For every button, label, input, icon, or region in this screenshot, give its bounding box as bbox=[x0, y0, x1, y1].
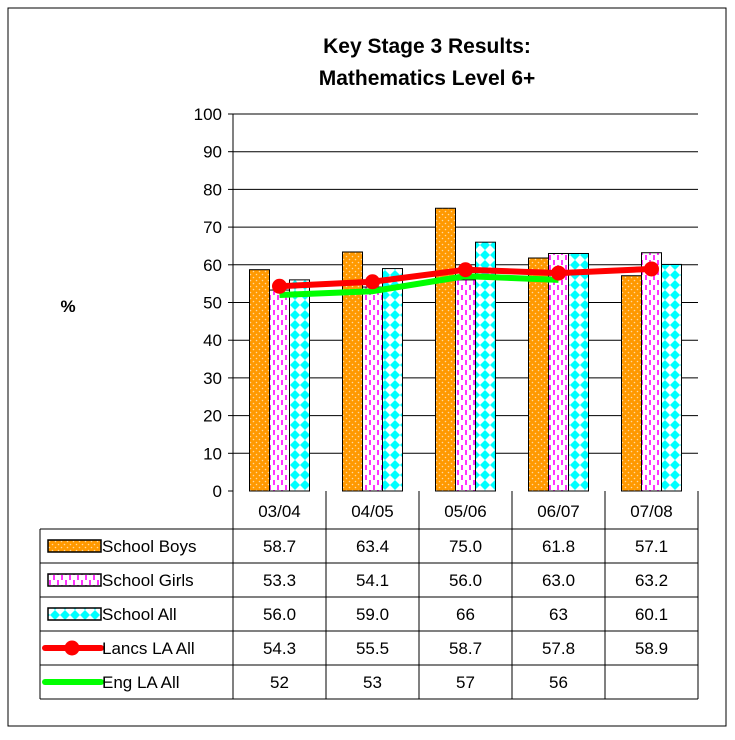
bar-school-boys bbox=[435, 207, 456, 492]
legend-label-school-boys: School Boys bbox=[102, 537, 197, 556]
y-tick-label: 20 bbox=[203, 407, 222, 426]
x-category-label: 06/07 bbox=[537, 502, 580, 521]
data-label-school-boys: 58.7 bbox=[263, 537, 296, 556]
data-label-school-girls: 63.0 bbox=[542, 571, 575, 590]
y-tick-label: 40 bbox=[203, 331, 222, 350]
y-tick-label: 30 bbox=[203, 369, 222, 388]
legend-label-school-all: School All bbox=[102, 605, 177, 624]
data-label-school-all: 63 bbox=[549, 605, 568, 624]
plot-area: 0 10 20 30 40 50 60 70 80 90 100 bbox=[194, 105, 698, 501]
marker-lancs-la-all bbox=[551, 265, 566, 281]
y-tick-label: 10 bbox=[203, 444, 222, 463]
y-tick-label: 80 bbox=[203, 180, 222, 199]
bar-school-boys bbox=[342, 251, 363, 492]
y-tick-label: 70 bbox=[203, 218, 222, 237]
legend-label-eng-la-all: Eng LA All bbox=[102, 673, 180, 692]
y-tick-label: 50 bbox=[203, 294, 222, 313]
y-axis-label: % bbox=[60, 297, 75, 316]
data-label-school-all: 66 bbox=[456, 605, 475, 624]
data-label-eng-la-all: 56 bbox=[549, 673, 568, 692]
chart-title-line-2: Mathematics Level 6+ bbox=[319, 67, 536, 90]
bar-school-girls bbox=[641, 252, 662, 492]
data-label-school-boys: 75.0 bbox=[449, 537, 482, 556]
bar-school-boys bbox=[621, 275, 642, 492]
bar-school-all bbox=[568, 252, 589, 492]
data-label-school-all: 59.0 bbox=[356, 605, 389, 624]
data-label-eng-la-all: 53 bbox=[363, 673, 382, 692]
data-label-lancs-la-all: 58.7 bbox=[449, 639, 482, 658]
marker-lancs-la-all bbox=[458, 262, 473, 278]
legend-key-school-boys bbox=[47, 539, 102, 553]
y-tick-label: 90 bbox=[203, 143, 222, 162]
data-label-school-boys: 63.4 bbox=[356, 537, 389, 556]
y-tick-label: 60 bbox=[203, 256, 222, 275]
legend-label-lancs-la-all: Lancs LA All bbox=[102, 639, 195, 658]
bar-school-girls bbox=[548, 252, 569, 492]
data-label-eng-la-all: 52 bbox=[270, 673, 289, 692]
bar-school-boys bbox=[249, 269, 270, 492]
x-category-label: 04/05 bbox=[351, 502, 394, 521]
bar-school-boys bbox=[528, 257, 549, 492]
legend-label-school-girls: School Girls bbox=[102, 571, 194, 590]
data-table: 03/04 04/05 05/06 06/07 07/08 School Boys 58.7… bbox=[39, 491, 699, 700]
data-label-school-girls: 63.2 bbox=[635, 571, 668, 590]
y-tick-label: 100 bbox=[194, 105, 222, 124]
data-label-lancs-la-all: 54.3 bbox=[263, 639, 296, 658]
data-label-school-boys: 57.1 bbox=[635, 537, 668, 556]
data-label-eng-la-all: 57 bbox=[456, 673, 475, 692]
data-label-school-girls: 53.3 bbox=[263, 571, 296, 590]
marker-lancs-la-all bbox=[272, 278, 287, 294]
data-label-lancs-la-all: 55.5 bbox=[356, 639, 389, 658]
data-label-lancs-la-all: 57.8 bbox=[542, 639, 575, 658]
legend-key-school-all bbox=[47, 607, 102, 621]
y-tick-label: 0 bbox=[213, 482, 222, 501]
bar-school-girls bbox=[455, 279, 476, 492]
marker-lancs-la-all bbox=[365, 274, 380, 290]
data-label-school-girls: 54.1 bbox=[356, 571, 389, 590]
line-eng-la-all bbox=[279, 273, 559, 298]
data-label-school-all: 56.0 bbox=[263, 605, 296, 624]
chart-title-line-1: Key Stage 3 Results: bbox=[323, 35, 531, 58]
data-label-school-boys: 61.8 bbox=[542, 537, 575, 556]
data-label-school-all: 60.1 bbox=[635, 605, 668, 624]
bar-school-girls bbox=[269, 289, 290, 492]
data-label-lancs-la-all: 58.9 bbox=[635, 639, 668, 658]
bar-school-all bbox=[661, 263, 682, 492]
data-label-school-girls: 56.0 bbox=[449, 571, 482, 590]
bar-school-all bbox=[289, 279, 310, 492]
bar-school-all bbox=[475, 241, 496, 492]
marker-lancs-la-all bbox=[644, 261, 659, 277]
legend-marker-lancs-la-all bbox=[64, 640, 80, 656]
legend-key-school-girls bbox=[47, 573, 102, 587]
bar-school-all bbox=[382, 268, 403, 492]
bar-school-girls bbox=[362, 286, 383, 492]
x-category-label: 07/08 bbox=[630, 502, 673, 521]
x-category-label: 05/06 bbox=[444, 502, 487, 521]
x-category-label: 03/04 bbox=[258, 502, 301, 521]
